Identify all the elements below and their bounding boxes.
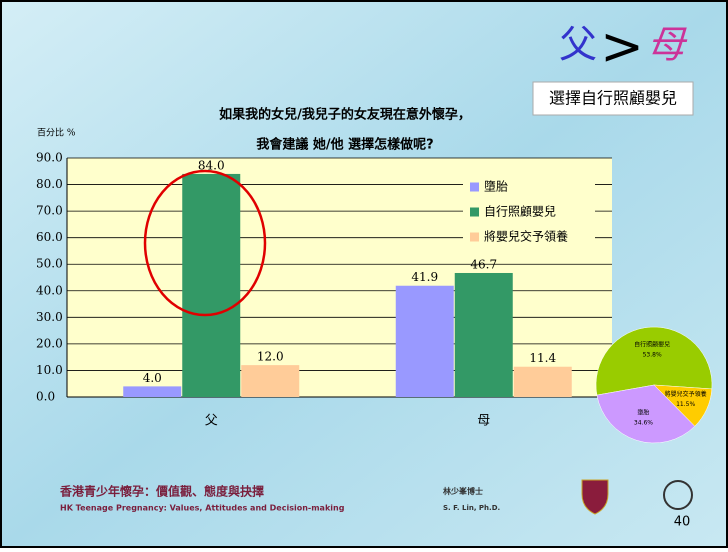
value-label: 41.9 — [411, 270, 438, 284]
legend-swatch — [470, 183, 479, 192]
bar — [241, 365, 299, 397]
pie-value-label: 11.5% — [676, 401, 695, 408]
legend-label: 自行照顧嬰兒 — [484, 204, 556, 219]
footer-author-en: S. F. Lin, Ph.D. — [443, 504, 500, 512]
value-label: 46.7 — [470, 257, 497, 271]
value-label: 4.0 — [143, 371, 162, 385]
bar — [514, 367, 572, 397]
y-axis-label: 百分比 % — [37, 127, 76, 139]
legend-swatch — [470, 208, 479, 217]
y-tick-label: 10.0 — [36, 363, 63, 377]
bar — [396, 286, 454, 397]
pie-label: 將嬰兒交予領養 — [665, 390, 707, 398]
pie-value-label: 34.6% — [634, 420, 653, 427]
pie-value-label: 53.8% — [643, 352, 662, 359]
bar — [182, 174, 240, 397]
y-tick-label: 80.0 — [36, 177, 63, 191]
badge: 選擇自行照顧嬰兒 — [549, 89, 677, 108]
y-tick-label: 20.0 — [36, 336, 63, 350]
y-tick-label: 90.0 — [36, 151, 63, 165]
footer-title-en: HK Teenage Pregnancy: Values, Attitudes … — [60, 504, 345, 513]
pie-label: 自行照顧嬰兒 — [634, 341, 670, 349]
slide: 父 > 母 選擇自行照顧嬰兒 香港青少年懷孕：價值觀、態度與抉擇 HK Teen… — [0, 0, 728, 548]
bar — [123, 386, 181, 397]
bar — [455, 273, 513, 397]
y-tick-label: 60.0 — [36, 230, 63, 244]
heading-right: 母 — [647, 23, 688, 67]
legend-label: 將嬰兒交予領養 — [484, 229, 568, 244]
legend-swatch — [470, 233, 479, 242]
x-tick-label: 父 — [205, 414, 218, 429]
chart-title: 我會建議 她/他 選擇怎樣做呢? — [256, 137, 433, 153]
y-tick-label: 40.0 — [36, 283, 63, 297]
y-tick-label: 30.0 — [36, 310, 63, 324]
footer-title-zh: 香港青少年懷孕：價值觀、態度與抉擇 — [59, 484, 264, 499]
pie-label: 墮胎 — [637, 409, 649, 417]
legend-label: 墮胎 — [484, 179, 508, 194]
page-number: 40 — [674, 515, 691, 530]
y-tick-label: 50.0 — [36, 257, 63, 271]
chart-title: 如果我的女兒/我兒子的女友現在意外懷孕， — [219, 107, 471, 123]
x-tick-label: 母 — [477, 414, 490, 429]
value-label: 12.0 — [257, 350, 284, 364]
footer-author-zh: 林少峯博士 — [443, 486, 483, 496]
heading-left: 父 — [559, 23, 597, 67]
y-tick-label: 0.0 — [36, 390, 55, 404]
y-tick-label: 70.0 — [36, 204, 63, 218]
page: 父 > 母 選擇自行照顧嬰兒 香港青少年懷孕：價值觀、態度與抉擇 HK Teen… — [0, 0, 728, 552]
value-label: 11.4 — [529, 351, 556, 365]
heading-sign: > — [600, 17, 644, 77]
